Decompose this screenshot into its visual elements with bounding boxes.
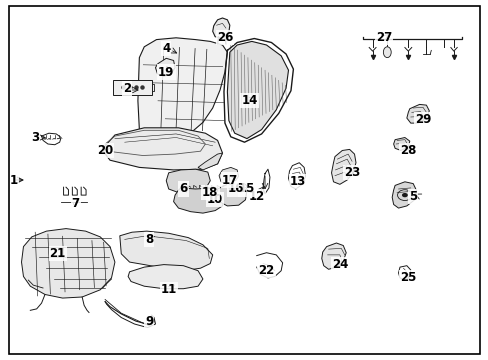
- Text: 24: 24: [331, 258, 347, 271]
- Text: 23: 23: [343, 166, 360, 179]
- Text: 8: 8: [145, 233, 153, 246]
- Polygon shape: [219, 167, 238, 184]
- Text: 22: 22: [258, 264, 274, 277]
- Text: 3: 3: [31, 131, 39, 144]
- Text: 13: 13: [289, 175, 306, 188]
- FancyBboxPatch shape: [113, 80, 151, 95]
- Text: 25: 25: [399, 271, 416, 284]
- Circle shape: [401, 193, 407, 197]
- Polygon shape: [393, 138, 409, 150]
- Polygon shape: [138, 38, 227, 140]
- Text: 28: 28: [399, 144, 416, 157]
- Text: 26: 26: [216, 31, 233, 44]
- Polygon shape: [155, 58, 175, 76]
- Text: 27: 27: [375, 31, 391, 44]
- Text: 29: 29: [414, 113, 430, 126]
- Polygon shape: [128, 265, 203, 289]
- Polygon shape: [120, 231, 212, 271]
- Text: 5: 5: [408, 190, 416, 203]
- Text: 10: 10: [206, 193, 223, 206]
- Polygon shape: [103, 128, 222, 170]
- Polygon shape: [173, 188, 224, 213]
- Text: 6: 6: [179, 183, 187, 195]
- Text: 19: 19: [158, 66, 174, 78]
- Polygon shape: [406, 104, 428, 123]
- Text: 14: 14: [241, 94, 257, 107]
- Text: 1: 1: [10, 174, 18, 186]
- Text: 21: 21: [49, 247, 66, 260]
- Text: 15: 15: [238, 183, 255, 195]
- Text: 16: 16: [227, 183, 244, 195]
- Polygon shape: [227, 41, 288, 139]
- Polygon shape: [331, 149, 355, 184]
- Polygon shape: [212, 18, 229, 38]
- Polygon shape: [216, 184, 246, 206]
- Polygon shape: [321, 243, 346, 269]
- Text: 7: 7: [72, 197, 80, 210]
- Text: 12: 12: [248, 190, 264, 203]
- Text: 18: 18: [202, 186, 218, 199]
- Text: 17: 17: [221, 174, 238, 186]
- Polygon shape: [391, 182, 416, 208]
- Text: 4: 4: [162, 42, 170, 55]
- Polygon shape: [166, 169, 210, 194]
- Polygon shape: [21, 229, 115, 298]
- Polygon shape: [198, 153, 222, 170]
- Text: 9: 9: [145, 315, 153, 328]
- Text: 20: 20: [97, 144, 113, 157]
- Ellipse shape: [383, 47, 390, 58]
- Text: 11: 11: [160, 283, 177, 296]
- Text: 2: 2: [123, 82, 131, 95]
